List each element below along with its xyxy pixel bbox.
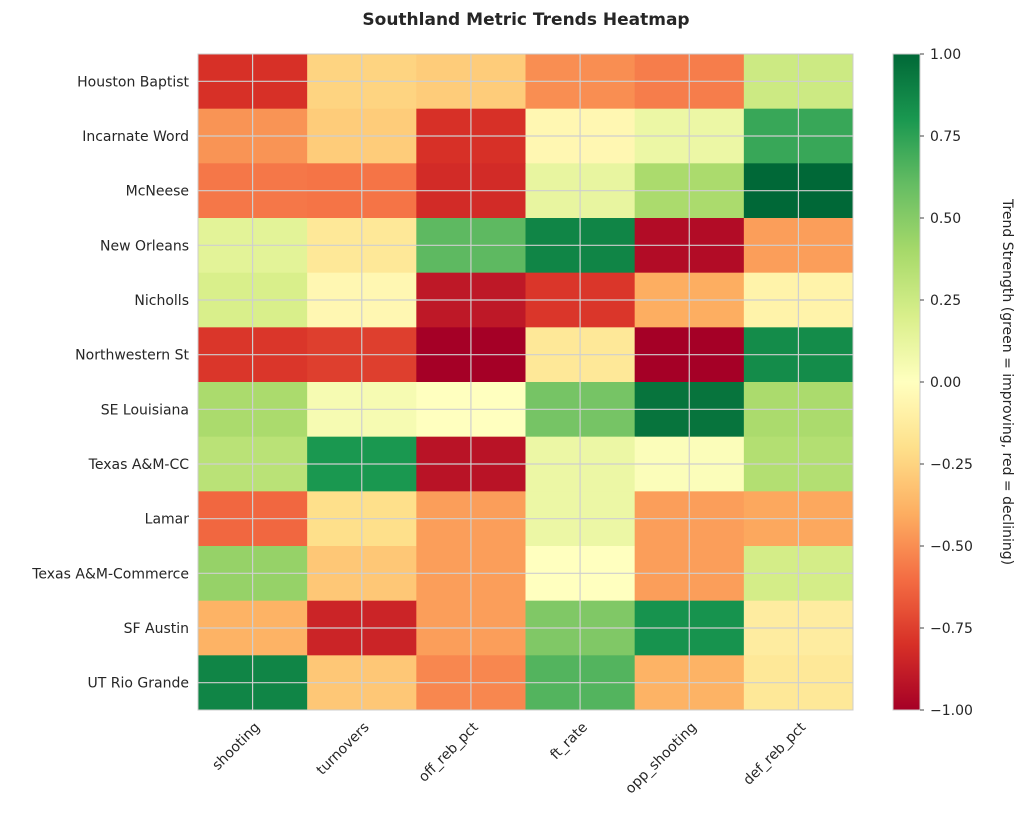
colorbar-tick-label: 0.00 bbox=[930, 375, 961, 391]
x-tick-labels: shooting turnovers off_reb_pct ft_rate opp_s… bbox=[209, 719, 809, 797]
colorbar-tick-label: 0.75 bbox=[930, 129, 961, 145]
y-tick-label: UT Rio Grande bbox=[88, 676, 189, 692]
colorbar-tick-label: −0.75 bbox=[930, 621, 973, 637]
colorbar-ticks: 1.00 0.75 0.50 0.25 0.00 −0.25 −0.50 −0.75 −1.00 bbox=[920, 47, 973, 719]
y-tick-label: SE Louisiana bbox=[101, 402, 189, 418]
colorbar-tick-label: 0.25 bbox=[930, 293, 961, 309]
x-tick-label: off_reb_pct bbox=[416, 719, 482, 785]
x-tick-label: turnovers bbox=[314, 720, 373, 779]
colorbar-tick-label: −1.00 bbox=[930, 703, 973, 719]
x-tick-label: def_reb_pct bbox=[740, 719, 809, 788]
heatmap-cells bbox=[198, 54, 854, 711]
heatmap-frame bbox=[197, 53, 854, 711]
y-tick-label: Houston Baptist bbox=[77, 74, 189, 90]
y-tick-label: Texas A&M-Commerce bbox=[31, 566, 189, 582]
colorbar-tick-label: −0.50 bbox=[930, 539, 973, 555]
x-tick-label: shooting bbox=[209, 720, 263, 774]
colorbar-tick-label: −0.25 bbox=[930, 457, 973, 473]
y-tick-label: McNeese bbox=[126, 184, 189, 200]
colorbar-tick-label: 1.00 bbox=[930, 47, 961, 63]
y-tick-label: New Orleans bbox=[100, 238, 189, 254]
chart-title: Southland Metric Trends Heatmap bbox=[362, 10, 689, 30]
y-tick-label: Lamar bbox=[145, 512, 190, 528]
y-tick-label: Incarnate Word bbox=[82, 129, 189, 145]
y-tick-label: Nicholls bbox=[134, 293, 189, 309]
colorbar-tick-label: 0.50 bbox=[930, 211, 961, 227]
heatmap-gridlines bbox=[198, 54, 853, 710]
x-tick-label: opp_shooting bbox=[622, 720, 700, 798]
y-tick-labels: Houston Baptist Incarnate Word McNeese New … bbox=[31, 74, 189, 691]
colorbar bbox=[892, 53, 921, 711]
x-tick-label: ft_rate bbox=[547, 720, 591, 764]
y-tick-label: Texas A&M-CC bbox=[88, 457, 190, 473]
colorbar-label: Trend Strength (green = improving, red =… bbox=[999, 198, 1015, 565]
y-tick-label: SF Austin bbox=[124, 621, 189, 637]
y-tick-label: Northwestern St bbox=[75, 348, 189, 364]
